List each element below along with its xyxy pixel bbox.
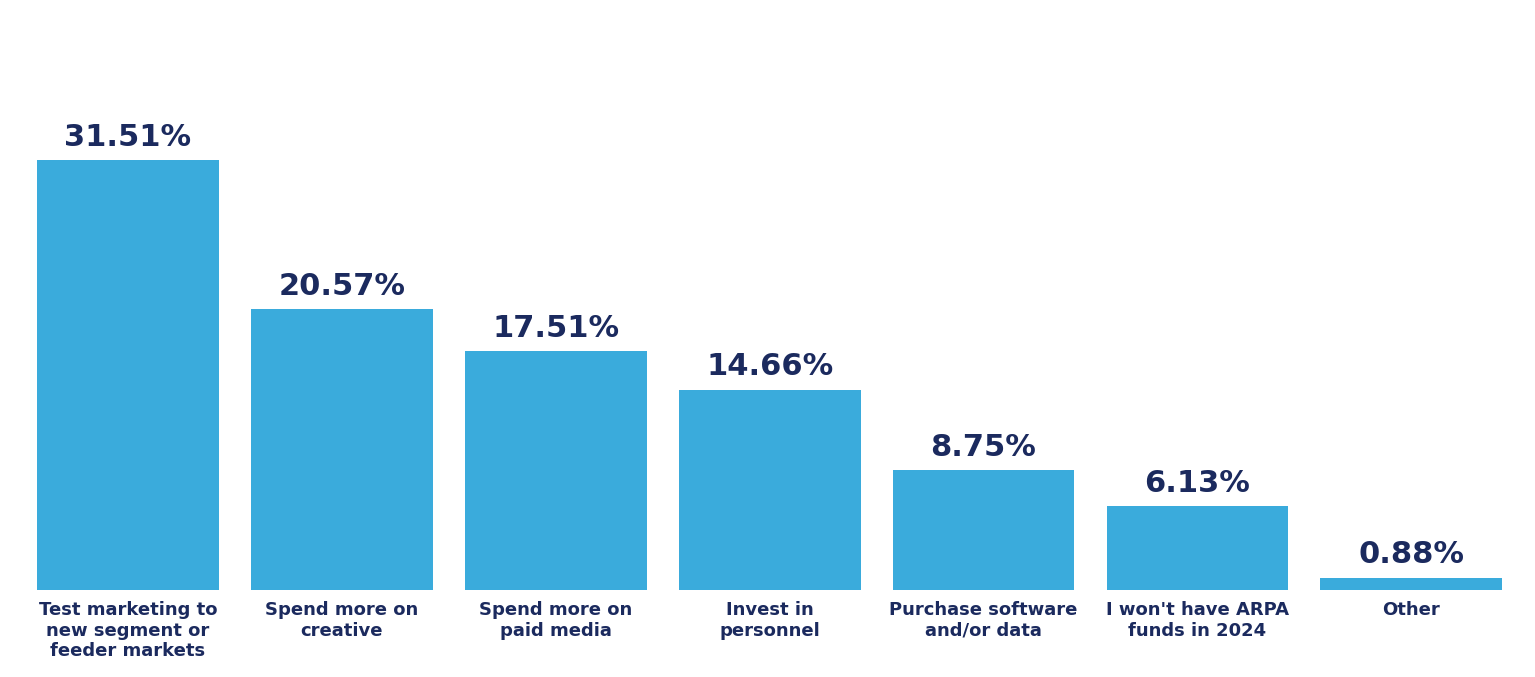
Bar	[465, 351, 646, 590]
Text: 17.51%: 17.51%	[493, 313, 619, 343]
Text: 20.57%: 20.57%	[278, 272, 405, 301]
Text: 0.88%: 0.88%	[1358, 540, 1464, 569]
Bar	[678, 390, 861, 590]
Text: 8.75%: 8.75%	[930, 433, 1036, 462]
Bar	[250, 309, 433, 590]
Text: 6.13%: 6.13%	[1145, 468, 1251, 498]
Bar	[1320, 577, 1503, 590]
Text: 14.66%: 14.66%	[706, 353, 834, 381]
Bar	[1107, 506, 1288, 590]
Bar	[893, 471, 1074, 590]
Bar	[37, 160, 220, 590]
Text: 31.51%: 31.51%	[64, 123, 192, 152]
